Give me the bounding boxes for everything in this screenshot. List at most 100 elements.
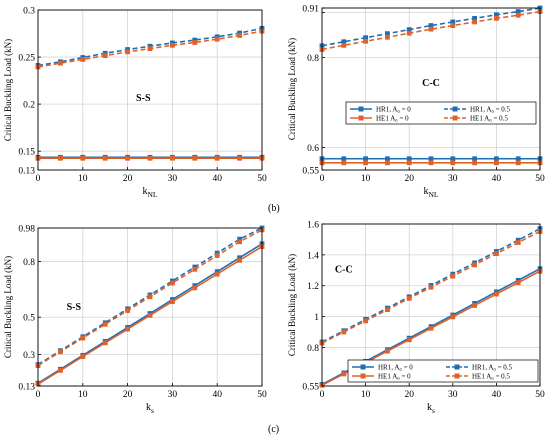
data-point <box>385 156 390 162</box>
y-axis-label: Critical Buckling Load (kN) <box>3 39 13 141</box>
x-tick-label: 50 <box>535 390 545 400</box>
legend-label: HE1 A₀ = 0 <box>376 115 409 123</box>
series-line-3 <box>321 10 541 51</box>
x-axis-label: ks <box>427 402 435 415</box>
data-point <box>363 160 368 166</box>
data-point <box>363 156 368 162</box>
data-point <box>406 27 412 32</box>
y-tick-label: 0.91 <box>302 5 319 15</box>
data-point <box>214 250 220 256</box>
x-tick-label: 20 <box>404 174 414 184</box>
y-tick-label: 0.8 <box>307 54 319 64</box>
data-point <box>472 160 477 166</box>
data-point <box>58 60 63 66</box>
data-point <box>237 239 242 245</box>
legend-label: HR1, A₀ = 0.5 <box>472 364 513 372</box>
y-tick-label: 1.2 <box>307 282 319 292</box>
x-tick-label: 20 <box>123 390 133 400</box>
legend-swatch-marker <box>452 115 458 121</box>
data-point <box>341 371 347 377</box>
x-tick-label: 10 <box>361 390 371 400</box>
legend-box <box>345 101 537 125</box>
x-axis-label: ks <box>146 402 154 415</box>
x-tick-label: 40 <box>212 390 222 400</box>
data-point <box>472 156 477 162</box>
data-point <box>147 312 153 318</box>
data-point <box>214 271 220 277</box>
data-point <box>515 9 521 14</box>
plot-b-cc: 0 10 20 30 40 50 0.55 0.6 0.8 0.91 kNL Critical Buc… <box>287 5 545 200</box>
data-point <box>428 156 434 162</box>
y-tick-label: 1.6 <box>307 221 319 231</box>
data-point <box>125 326 130 332</box>
data-point <box>406 295 412 301</box>
y-axis-label: Critical Buckling Load (kN) <box>287 254 297 356</box>
x-tick-label: 30 <box>168 390 178 400</box>
data-point <box>450 314 456 320</box>
data-point <box>450 156 456 162</box>
data-point <box>385 307 390 313</box>
data-point <box>515 12 521 18</box>
data-point <box>472 303 477 308</box>
legend-label: HR1, A₀ = 0 <box>376 106 411 114</box>
y-tick-label: 0.98 <box>18 225 35 235</box>
data-point <box>494 12 499 18</box>
data-point <box>237 155 242 161</box>
y-tick-label: 1 <box>314 313 319 323</box>
axes-frame <box>37 227 263 387</box>
data-point <box>214 36 220 42</box>
plot-c-ss: 0 10 20 30 40 50 0.13 0.3 0.5 0.8 0.98 ks Critical B… <box>3 225 267 416</box>
data-point <box>192 40 198 45</box>
data-point <box>125 308 130 313</box>
panel-label-c: (c) <box>268 424 280 435</box>
x-tick-label: 0 <box>320 390 325 400</box>
x-tick-label: 0 <box>36 390 41 400</box>
data-point <box>237 236 242 242</box>
data-point <box>494 291 499 297</box>
data-point <box>363 318 368 324</box>
plot-b-ss: 0 10 20 30 40 50 0.13 0.15 0.2 0.25 0.3 kNL Critical… <box>3 7 267 200</box>
x-tick-label: 10 <box>361 174 371 184</box>
x-tick-label: 40 <box>492 174 502 184</box>
data-point <box>494 160 499 166</box>
axes-frame <box>37 9 263 171</box>
data-point <box>472 15 477 21</box>
data-point <box>385 348 390 354</box>
legend-swatch-marker <box>358 115 364 121</box>
y-axis-label: Critical Buckling Load (kN) <box>3 256 13 358</box>
data-point <box>428 23 434 28</box>
data-point <box>515 280 521 286</box>
x-axis-label: kNL <box>143 186 158 199</box>
data-point <box>450 23 456 28</box>
boundary-annotation: C-C <box>335 265 353 276</box>
x-tick-label: 20 <box>123 174 133 184</box>
data-point <box>341 42 347 48</box>
data-point <box>58 367 63 373</box>
data-point <box>472 19 477 25</box>
data-point <box>147 294 153 300</box>
data-point <box>428 325 434 331</box>
x-tick-label: 30 <box>168 174 178 184</box>
data-point <box>237 255 242 261</box>
axes-frame <box>321 7 541 171</box>
data-point <box>80 57 86 62</box>
data-point <box>385 160 390 166</box>
data-point <box>494 251 499 257</box>
plot-c-cc: 0 10 20 30 40 50 0.55 0.8 1 1.2 1.4 1.6 ks Critical B… <box>287 221 545 416</box>
y-tick-label: 0.25 <box>18 54 35 64</box>
boundary-annotation: C-C <box>422 78 440 89</box>
data-point <box>515 240 521 245</box>
data-point <box>214 269 220 275</box>
data-point <box>214 253 220 258</box>
data-point <box>147 46 153 51</box>
legend-label: HE1 A₀ = 0.5 <box>472 373 510 381</box>
boundary-annotation: S-S <box>67 302 82 313</box>
legend-swatch-marker <box>454 364 460 370</box>
data-point <box>494 156 499 162</box>
x-tick-label: 10 <box>78 174 88 184</box>
data-point <box>428 160 434 166</box>
